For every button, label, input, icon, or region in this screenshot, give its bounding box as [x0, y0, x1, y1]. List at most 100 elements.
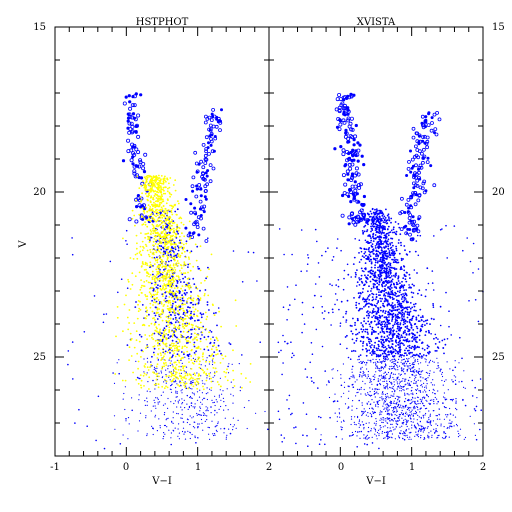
data-point	[395, 360, 397, 362]
data-point	[385, 245, 387, 248]
data-point	[382, 344, 385, 347]
data-point	[157, 299, 160, 301]
data-point	[213, 135, 217, 138]
data-point	[193, 345, 196, 348]
data-point	[178, 278, 180, 281]
data-point	[374, 361, 376, 363]
data-point	[396, 290, 399, 293]
data-point	[199, 245, 202, 248]
data-point	[210, 386, 213, 389]
data-point	[424, 396, 426, 398]
data-point	[416, 422, 419, 424]
data-point	[187, 317, 190, 319]
data-point	[360, 360, 362, 363]
data-point	[168, 182, 170, 185]
data-point	[451, 400, 454, 402]
data-point	[153, 345, 156, 347]
data-point	[190, 383, 193, 386]
data-point	[160, 339, 163, 342]
data-point	[403, 380, 406, 382]
data-point	[172, 273, 175, 276]
data-point	[86, 425, 88, 428]
data-point	[181, 417, 183, 419]
data-point	[417, 358, 419, 361]
data-point	[177, 262, 180, 265]
data-point	[157, 268, 160, 271]
data-point	[162, 347, 164, 350]
data-point	[152, 225, 155, 227]
data-point	[379, 414, 381, 416]
data-point	[205, 360, 207, 363]
data-point	[103, 313, 105, 316]
data-point	[140, 232, 142, 235]
data-point	[153, 195, 156, 197]
data-point	[195, 350, 198, 353]
data-point	[116, 306, 119, 308]
data-point	[168, 239, 171, 242]
data-point	[411, 296, 414, 298]
data-point	[121, 379, 124, 382]
data-point	[396, 351, 399, 354]
data-point	[428, 419, 430, 421]
data-point	[160, 313, 163, 315]
data-point	[365, 436, 367, 439]
data-point	[407, 330, 409, 333]
data-point	[156, 204, 159, 207]
data-point	[195, 169, 200, 174]
data-point	[136, 376, 139, 379]
data-point	[193, 310, 196, 313]
data-point	[171, 336, 174, 338]
data-point	[401, 314, 403, 317]
data-point	[146, 264, 149, 267]
data-point	[227, 372, 230, 374]
data-point	[184, 289, 187, 292]
data-point	[364, 330, 367, 333]
data-point	[177, 359, 180, 362]
data-point	[168, 289, 171, 292]
data-point	[153, 297, 155, 300]
data-point	[395, 249, 398, 252]
data-point	[408, 333, 411, 336]
data-point	[396, 410, 398, 412]
data-point	[163, 214, 166, 217]
data-point	[212, 433, 214, 435]
data-point	[420, 437, 422, 439]
data-point	[411, 336, 413, 339]
data-point	[420, 362, 422, 364]
data-point	[425, 385, 427, 387]
data-point	[102, 321, 105, 324]
data-point	[159, 242, 161, 245]
data-point	[386, 386, 388, 388]
data-point	[371, 399, 373, 401]
data-point	[214, 434, 216, 436]
data-point	[200, 414, 202, 416]
data-point	[153, 214, 156, 217]
data-point	[232, 429, 234, 431]
data-point	[367, 412, 369, 414]
data-point	[425, 391, 427, 393]
data-point	[385, 347, 388, 350]
data-point	[170, 267, 173, 269]
data-point	[396, 365, 398, 367]
data-point	[374, 237, 377, 240]
data-point	[172, 222, 174, 225]
data-point	[164, 179, 166, 182]
data-point	[204, 311, 207, 314]
data-point	[177, 368, 180, 371]
data-point	[171, 207, 174, 210]
data-point	[378, 221, 381, 224]
data-point	[189, 341, 192, 344]
data-point	[142, 184, 145, 186]
data-point	[160, 394, 162, 396]
data-point	[213, 401, 215, 403]
data-point	[429, 399, 431, 401]
data-point	[196, 339, 199, 342]
data-point	[371, 411, 374, 413]
data-point	[382, 302, 384, 305]
data-point	[164, 247, 167, 250]
data-point	[369, 412, 371, 414]
data-point	[177, 338, 180, 340]
data-point	[392, 373, 394, 375]
data-point	[170, 437, 172, 439]
data-point	[177, 428, 179, 430]
